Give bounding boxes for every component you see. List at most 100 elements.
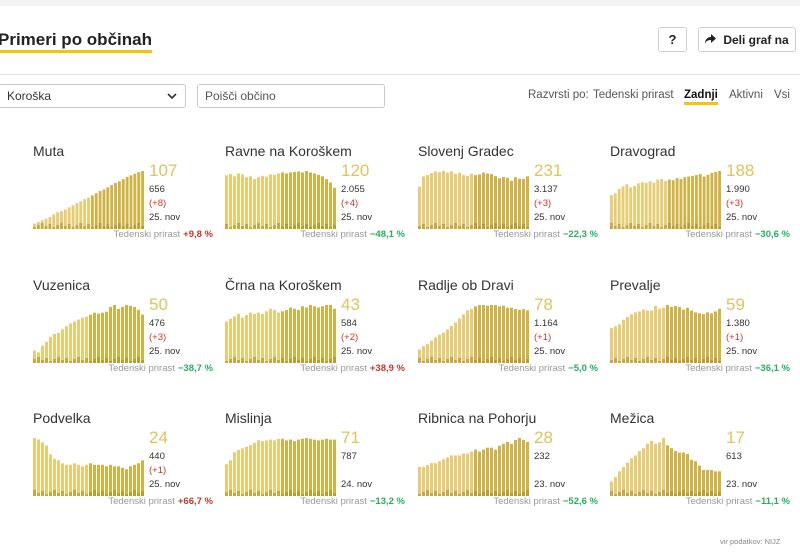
chart-bar-new-cases	[494, 223, 497, 229]
chart-bar-new-cases	[273, 225, 276, 229]
chart-bar	[682, 452, 685, 496]
chart-bar	[510, 180, 513, 229]
chart-bar-new-cases	[454, 491, 457, 496]
chart-bar-new-cases	[106, 224, 110, 229]
municipality-card[interactable]: Mislinja 71 787 24. nov Tedenski prirast −13,…	[225, 410, 405, 530]
chart-bar-new-cases	[442, 492, 445, 496]
chart-bar-new-cases	[249, 490, 252, 496]
chart-bar	[117, 308, 120, 363]
chart-bar-new-cases	[317, 223, 320, 229]
chart-bar	[430, 463, 433, 496]
chart-bar-new-cases	[446, 227, 449, 229]
chart-bar-new-cases	[53, 490, 56, 496]
municipality-card[interactable]: Ribnica na Pohorju 28 232 23. nov Tedenski p…	[418, 410, 598, 530]
share-button[interactable]: Deli graf na	[698, 27, 796, 52]
chart-bar	[329, 182, 332, 229]
weekly-growth-label: Tedenski prirast	[498, 363, 566, 374]
chart-bar-new-cases	[518, 494, 521, 496]
chart-bar-new-cases	[686, 357, 689, 363]
municipality-card[interactable]: Prevalje 59 1.380 (+1) 25. nov Tedenski prira…	[610, 277, 790, 397]
chart-bar	[458, 455, 461, 496]
chart-bar	[125, 176, 129, 229]
chart-bar-new-cases	[434, 491, 437, 496]
municipality-card[interactable]: Podvelka 24 440 (+1) 25. nov Tedenski prirast…	[33, 410, 213, 530]
chart-bar	[225, 321, 228, 363]
sort-option-weekly-growth[interactable]: Tedenski prirast	[593, 89, 674, 101]
region-select[interactable]: Koroška	[0, 84, 186, 108]
chart-bar-new-cases	[690, 360, 693, 363]
chart-bar-new-cases	[683, 225, 687, 229]
municipality-card[interactable]: Ravne na Koroškem 120 2.055 (+4) 25. nov Tede…	[225, 143, 405, 263]
chart-bar-new-cases	[458, 226, 461, 229]
municipality-card[interactable]: Vuzenica 50 476 (+3) 25. nov Tedenski prirast…	[33, 277, 213, 397]
chart-bar-new-cases	[141, 491, 144, 496]
chart-bar	[490, 174, 493, 229]
chart-bar-new-cases	[634, 358, 637, 363]
total-cases-value: 1.380	[726, 318, 750, 329]
chart-bar-new-cases	[450, 493, 453, 496]
chart-bar-new-cases	[37, 357, 40, 363]
weekly-growth-value: +9,8 %	[183, 229, 213, 240]
chart-bar	[622, 467, 625, 496]
chart-bar	[56, 212, 60, 229]
chart-bar-new-cases	[662, 490, 665, 496]
chart-bar	[666, 445, 669, 496]
municipality-card[interactable]: Črna na Koroškem 43 584 (+2) 25. nov Tedenski…	[225, 277, 405, 397]
chart-bar-new-cases	[257, 360, 260, 363]
chart-bar-new-cases	[94, 225, 98, 229]
chart-bar	[502, 176, 505, 229]
chart-bar	[462, 453, 465, 496]
chart-bar	[45, 341, 48, 363]
region-select-value: Koroška	[7, 89, 52, 103]
chart-bar	[502, 443, 505, 496]
chart-bar	[667, 179, 671, 229]
municipality-card[interactable]: Radlje ob Dravi 78 1.164 (+1) 25. nov Tedensk…	[418, 277, 598, 397]
chart-bar-new-cases	[630, 491, 633, 496]
chart-bar	[67, 207, 71, 229]
chart-bar	[671, 180, 675, 229]
chart-bar-new-cases	[105, 358, 108, 363]
chart-bar	[498, 306, 501, 363]
chart-bar	[325, 305, 328, 363]
chart-bar	[293, 308, 296, 363]
chart-bar	[297, 171, 300, 229]
chart-bar	[462, 175, 465, 229]
municipality-card[interactable]: Slovenj Gradec 231 3.137 (+3) 25. nov Tedensk…	[418, 143, 598, 263]
chart-bar-new-cases	[241, 226, 244, 229]
weekly-growth: Tedenski prirast −22,3 %	[493, 229, 598, 240]
chart-bar	[662, 307, 665, 363]
municipality-card[interactable]: Muta 107 656 (+8) 25. nov Tedenski prirast +9,…	[33, 143, 213, 263]
chart-bar	[450, 455, 453, 496]
chart-bar-new-cases	[610, 360, 613, 363]
chart-bar	[277, 312, 280, 363]
chart-bar	[470, 451, 473, 496]
sort-option-latest[interactable]: Zadnji	[684, 89, 718, 105]
chart-bar	[694, 175, 698, 229]
municipality-search-input[interactable]	[197, 84, 385, 108]
chart-bar-new-cases	[718, 492, 721, 496]
help-button[interactable]: ?	[658, 27, 687, 52]
weekly-growth: Tedenski prirast +9,8 %	[114, 229, 213, 240]
chart-bar	[650, 310, 653, 363]
chart-bar-new-cases	[321, 226, 324, 229]
municipality-card[interactable]: Mežica 17 613 23. nov Tedenski prirast −11,1 …	[610, 410, 790, 530]
chart-bar	[630, 458, 633, 496]
sort-label: Razvrsti po:	[528, 89, 589, 101]
sort-option-all[interactable]: Vsi	[774, 89, 790, 101]
chart-bar	[446, 172, 449, 229]
active-cases-value: 50	[149, 295, 168, 314]
chart-bar	[52, 214, 56, 229]
chart-bar	[81, 317, 84, 363]
chart-bar	[706, 312, 709, 363]
chart-bar-new-cases	[470, 357, 473, 363]
chart-bar	[718, 308, 721, 363]
municipality-card[interactable]: Dravograd 188 1.990 (+3) 25. nov Tedenski pri…	[610, 143, 790, 263]
active-cases-value: 188	[726, 161, 755, 180]
chart-bar-new-cases	[694, 494, 697, 496]
chart-bar-new-cases	[261, 494, 264, 496]
chart-bar	[93, 312, 96, 363]
chart-bar	[129, 175, 133, 229]
chart-bar	[53, 458, 56, 496]
sort-option-active[interactable]: Aktivni	[729, 89, 763, 101]
chart-bar-new-cases	[694, 358, 697, 363]
